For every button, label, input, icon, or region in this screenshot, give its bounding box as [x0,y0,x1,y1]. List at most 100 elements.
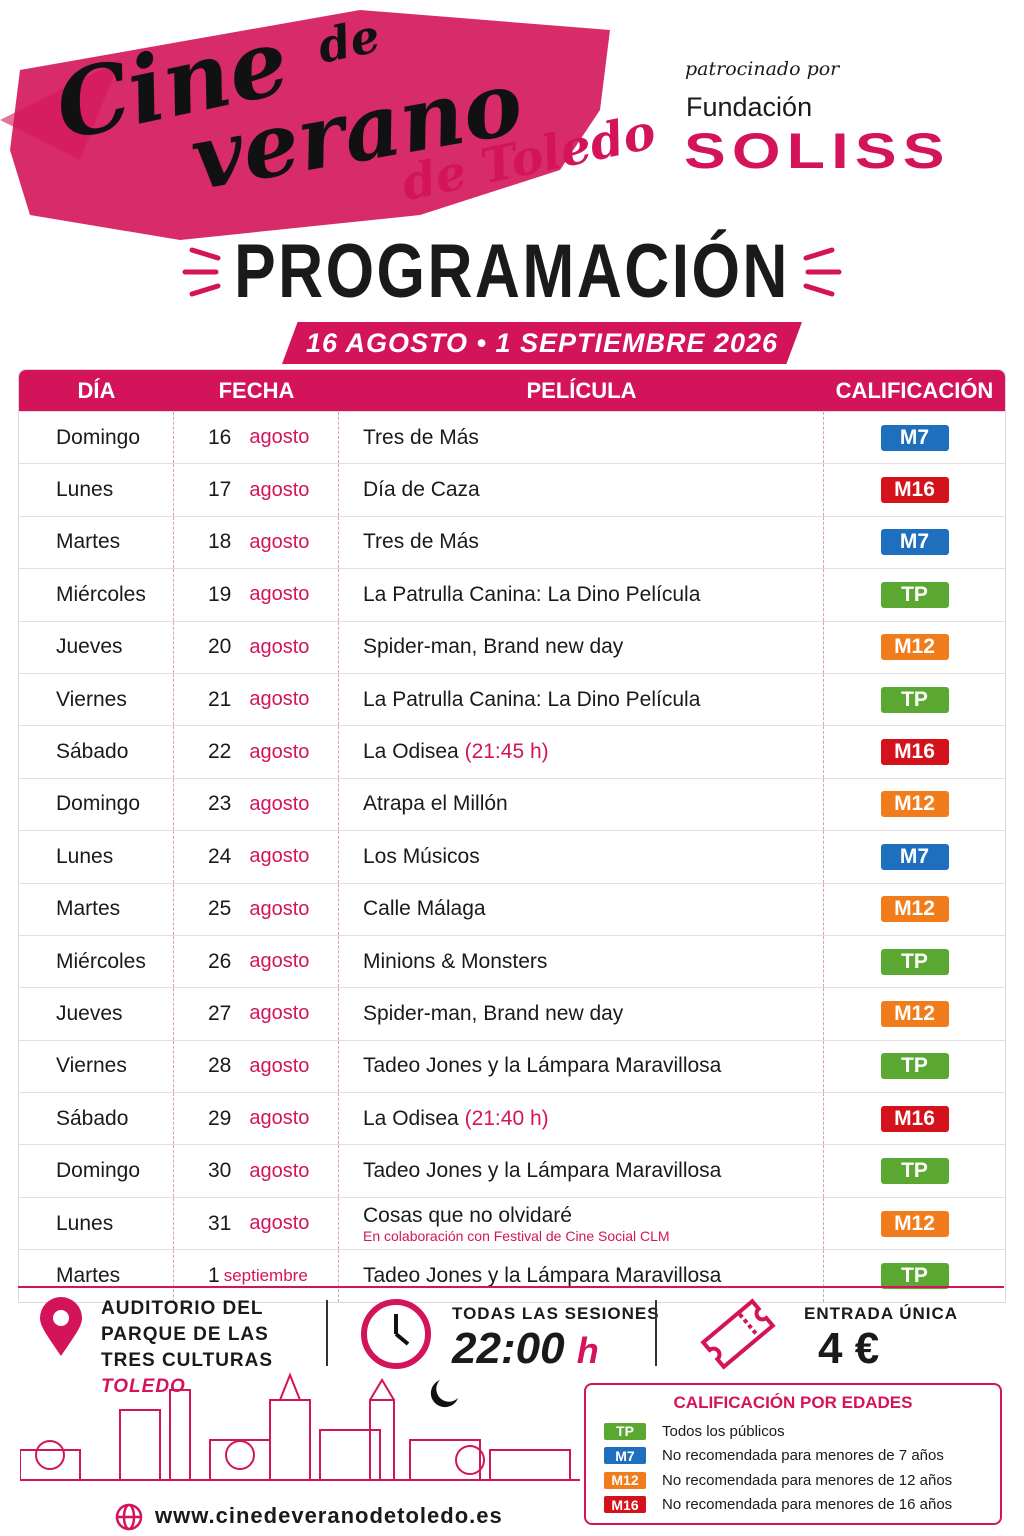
film-line: Los Músicos [363,845,480,869]
film-line: La Patrulla Canina: La Dino Película [363,583,700,607]
legend-item: M7 No recomendada para menores de 7 años [586,1444,1000,1469]
film-title: Tadeo Jones y la Lámpara Maravillosa [363,1054,722,1078]
film: La Odisea (21:40 h) [339,1093,824,1145]
film-line: Spider-man, Brand new day [363,1002,623,1026]
brush-stroke [0,10,610,240]
day-number: 21 [208,687,232,711]
date: 16 agosto [174,412,339,464]
day-number: 22 [208,740,232,764]
legend-badge: M16 [604,1496,646,1514]
table-body: Domingo 16 agosto Tres de Más M7 Lunes 17 agost… [19,411,1005,1302]
month: agosto [249,1054,310,1077]
rating-badge: TP [880,1158,949,1185]
day-number: 26 [208,949,232,973]
film: Día de Caza [339,464,824,516]
film: La Odisea (21:45 h) [339,726,824,778]
film-line: La Odisea (21:40 h) [363,1107,549,1131]
film-title: Spider-man, Brand new day [363,635,624,659]
month: agosto [249,1107,310,1130]
rating: M16 [824,464,1005,515]
film: Calle Málaga [339,883,824,935]
month: agosto [249,897,310,920]
skyline [20,1372,580,1481]
legend-text: No recomendada para menores de 7 años [662,1447,944,1465]
film: Spider-man, Brand new day [339,621,824,673]
legend-text: No recomendada para menores de 12 años [662,1471,953,1489]
day: Lunes [19,831,174,883]
film: Los Músicos [339,831,824,883]
column-header: FECHA [218,377,295,403]
film-title: Los Músicos [363,844,480,868]
rating-badge: M7 [880,529,949,556]
rating: M7 [824,517,1005,568]
film-line: Día de Caza [363,478,480,502]
globe-icon [115,1503,143,1531]
film-line: Tres de Más [363,530,479,554]
clock-icon [361,1299,431,1369]
table-row: Lunes 24 agosto Los Músicos M7 [19,830,1005,883]
rating-badge: TP [880,1053,949,1080]
rating: TP [824,569,1005,620]
table-row: Miércoles 26 agosto Minions & Monsters TP [19,934,1005,988]
day-number: 16 [208,425,232,449]
date: 21 agosto [174,673,339,726]
legend-badge: TP [604,1422,646,1440]
rating: TP [824,936,1005,987]
month: agosto [249,688,310,711]
table-row: Sábado 29 agosto La Odisea (21:40 h) M16 [19,1092,1005,1145]
location-line: AUDITORIO DEL [101,1298,264,1319]
film-title: Cosas que no olvidaré [363,1203,572,1227]
legend-badge: M7 [604,1447,646,1465]
day-number: 20 [208,635,232,659]
day-number: 27 [208,1001,232,1025]
film-title: Día de Caza [363,478,480,502]
film-title: La Odisea [363,1106,459,1130]
rating: M12 [824,622,1005,673]
table-row: Miércoles 19 agosto La Patrulla Canina: La … [19,568,1005,621]
day-number: 17 [208,478,232,502]
film: Tadeo Jones y la Lámpara Maravillosa [339,1040,824,1093]
table-row: Martes 18 agosto Tres de Más M7 [19,515,1005,569]
rating: M16 [824,1093,1005,1144]
time: 22:00 [452,1324,565,1373]
heading-decoration [182,247,842,297]
rating-badge: TP [880,1262,949,1289]
month: agosto [249,583,310,606]
table-row: Sábado 22 agosto La Odisea (21:45 h) M16 [19,725,1005,778]
film-line: Tadeo Jones y la Lámpara Maravillosa [363,1159,721,1183]
day-number: 29 [208,1106,232,1130]
ticket-icon [700,1298,776,1370]
film-title: Minions & Monsters [363,949,548,973]
date: 27 agosto [174,988,339,1040]
film-title: Tadeo Jones y la Lámpara Maravillosa [363,1159,722,1183]
location: AUDITORIO DEL PARQUE DE LAS TRES CULTURAS T… [101,1296,273,1400]
location-line: PARQUE DE LAS [101,1324,269,1345]
rating-legend: CALIFICACIÓN POR EDADES TP Todos los públ… [584,1383,1002,1525]
rating-badge: M12 [880,896,949,923]
legend-items: TP Todos los públicos M7 No recomendada par… [586,1419,1000,1517]
date: 1 septiembre [174,1250,339,1302]
date: 24 agosto [174,831,339,883]
film-title: Spider-man, Brand new day [363,1001,624,1025]
day-number: 1 [208,1263,220,1287]
heading: PROGRAMACIÓN [234,229,790,314]
film-line: Tadeo Jones y la Lámpara Maravillosa [363,1264,721,1288]
film-line: Calle Málaga [363,897,486,921]
date: 19 agosto [174,569,339,621]
day: Domingo [19,778,174,831]
rating-badge: M7 [880,424,949,451]
rating: M7 [824,412,1005,463]
film: Spider-man, Brand new day [339,988,824,1040]
date: 25 agosto [174,883,339,935]
rating-badge: M12 [880,634,949,661]
time-unit: h [576,1330,599,1371]
month: agosto [249,845,310,868]
rating: M7 [824,831,1005,882]
film-line: Atrapa el Millón [363,792,508,816]
website: www.cinedeveranodetoledo.es [155,1503,503,1528]
rating: M16 [824,726,1005,777]
rating-badge: TP [880,686,949,713]
film-title: Calle Málaga [363,897,486,921]
day-number: 24 [208,844,232,868]
